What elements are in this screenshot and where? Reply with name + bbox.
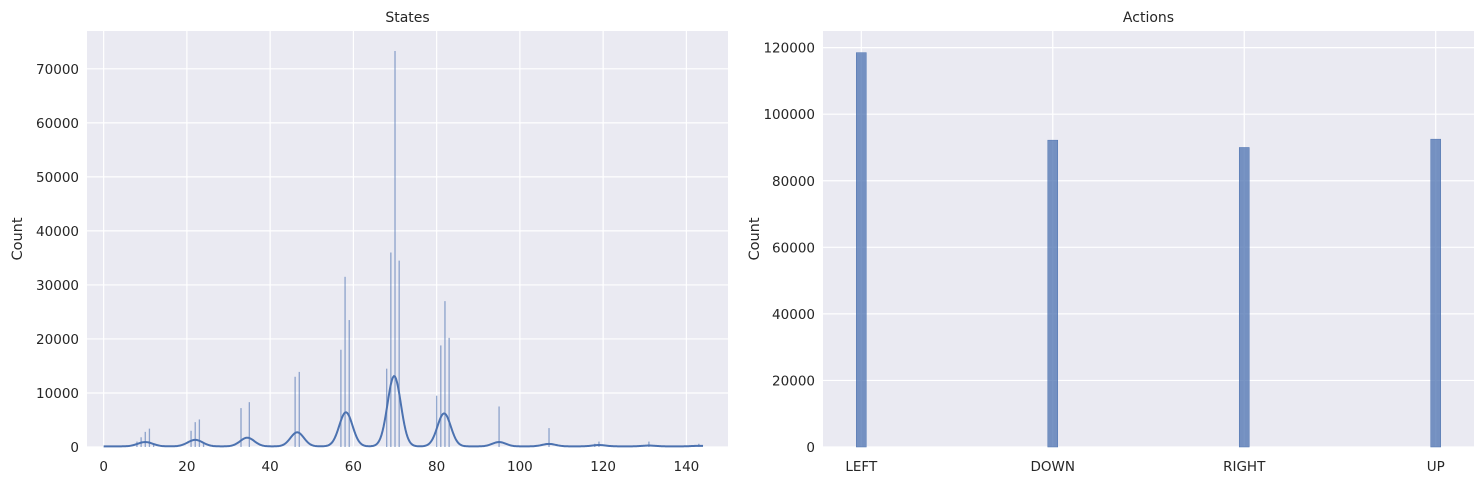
states-bar [648, 441, 650, 447]
actions-plot-area [823, 31, 1474, 447]
actions-bar-right [1238, 147, 1250, 448]
states-bar [548, 428, 550, 447]
states-y-tick-label: 10000 [36, 386, 79, 402]
states-x-tick-label: 100 [507, 459, 533, 475]
states-bar [194, 422, 196, 447]
actions-x-tick-label: DOWN [1031, 459, 1075, 475]
states-bar [340, 349, 342, 447]
states-bar [148, 428, 151, 447]
actions-bar-left [856, 52, 867, 448]
states-bar [248, 402, 250, 447]
actions-y-tick-label: 60000 [772, 240, 815, 256]
states-bar [152, 443, 155, 447]
states-y-label: Count [10, 217, 26, 260]
states-y-tick-label: 30000 [36, 278, 79, 294]
actions-y-ticks: 0 20000 40000 60000 80000 100000 120000 [763, 41, 815, 456]
actions-y-label: Count [747, 217, 763, 260]
actions-x-tick-label: RIGHT [1223, 459, 1266, 475]
states-title: States [385, 10, 429, 26]
states-bar [240, 408, 242, 447]
states-plot-area [87, 31, 728, 447]
states-x-tick-label: 0 [99, 459, 108, 475]
states-x-tick-label: 140 [673, 459, 699, 475]
states-y-tick-label: 20000 [36, 332, 79, 348]
actions-x-ticks: LEFT DOWN RIGHT UP [845, 459, 1444, 475]
states-y-tick-label: 0 [70, 440, 79, 456]
actions-y-tick-label: 40000 [772, 307, 815, 323]
actions-x-tick-label: LEFT [845, 459, 878, 475]
actions-bar-down [1047, 139, 1059, 448]
actions-bars [856, 52, 1441, 448]
states-bar [144, 431, 146, 447]
states-bar [344, 276, 346, 447]
states-x-ticks: 0 20 40 60 80 100 120 140 [99, 459, 699, 475]
actions-title: Actions [1123, 10, 1174, 26]
states-bar [398, 260, 400, 447]
actions-y-tick-label: 100000 [763, 107, 815, 123]
states-bar [198, 419, 201, 447]
actions-bar-up [1430, 138, 1441, 448]
states-y-ticks: 0 10000 20000 30000 40000 50000 60000 70000 [36, 62, 79, 456]
states-x-tick-label: 40 [262, 459, 279, 475]
states-chart: 0 10000 20000 30000 40000 50000 60000 70000 0 20… [10, 10, 728, 475]
states-x-tick-label: 20 [178, 459, 195, 475]
actions-y-tick-label: 120000 [763, 41, 815, 57]
states-y-tick-label: 70000 [36, 62, 79, 78]
states-x-tick-label: 60 [345, 459, 362, 475]
actions-y-tick-label: 80000 [772, 174, 815, 190]
states-bar [444, 301, 446, 447]
states-bar [394, 50, 396, 447]
states-bar [390, 252, 392, 447]
states-kde-line [103, 374, 704, 448]
states-bar [348, 320, 350, 447]
states-bar [448, 337, 450, 447]
states-bar [440, 345, 442, 447]
states-bar [190, 430, 192, 447]
states-bar [498, 406, 500, 447]
actions-y-tick-label: 20000 [772, 373, 815, 389]
states-x-tick-label: 120 [590, 459, 616, 475]
states-bar [435, 395, 438, 447]
states-bar [202, 443, 205, 447]
actions-y-tick-label: 0 [806, 440, 815, 456]
states-y-tick-label: 60000 [36, 116, 79, 132]
states-bar [298, 371, 300, 447]
actions-x-tick-label: UP [1427, 459, 1445, 475]
states-bar [294, 376, 296, 447]
states-x-tick-label: 80 [428, 459, 445, 475]
actions-chart: 0 20000 40000 60000 80000 100000 120000 LEFT DO… [747, 10, 1474, 475]
states-grid [87, 31, 728, 448]
states-y-tick-label: 50000 [36, 170, 79, 186]
states-y-tick-label: 40000 [36, 224, 79, 240]
